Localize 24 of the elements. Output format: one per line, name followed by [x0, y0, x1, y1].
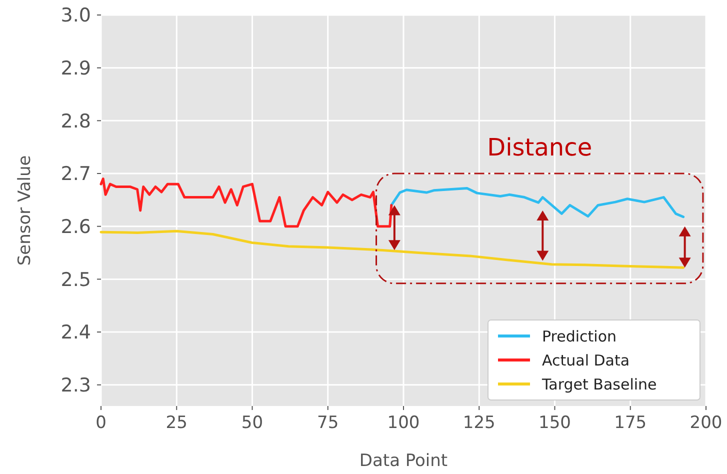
y-tick-label: 2.6: [60, 216, 91, 238]
annotation: Distance: [487, 134, 592, 162]
legend-label: Actual Data: [542, 351, 630, 370]
x-tick-label: 175: [614, 413, 647, 433]
y-tick-label: 2.4: [60, 322, 91, 344]
y-tick-label: 2.5: [60, 268, 91, 291]
x-tick-label: 50: [241, 413, 264, 433]
x-tick-label: 150: [538, 413, 571, 433]
x-tick-label: 200: [690, 413, 722, 433]
y-tick-label: 2.7: [60, 163, 91, 186]
legend-label: Target Baseline: [541, 375, 657, 394]
x-tick-label: 0: [96, 413, 106, 433]
y-tick-label: 2.9: [60, 57, 91, 80]
legend-label: Prediction: [542, 327, 617, 346]
y-tick-label: 3.0: [60, 4, 91, 27]
y-tick-label: 2.8: [60, 110, 91, 132]
line-series: [390, 187, 685, 218]
y-axis-title: Sensor Value: [15, 155, 35, 266]
x-tick-label: 100: [387, 413, 420, 433]
x-tick-label: 75: [317, 413, 339, 433]
x-tick-label: 25: [166, 413, 188, 433]
x-tick-label: 125: [462, 413, 496, 433]
y-tick-label: 2.3: [60, 374, 91, 397]
x-axis-title: Data Point: [359, 451, 448, 471]
